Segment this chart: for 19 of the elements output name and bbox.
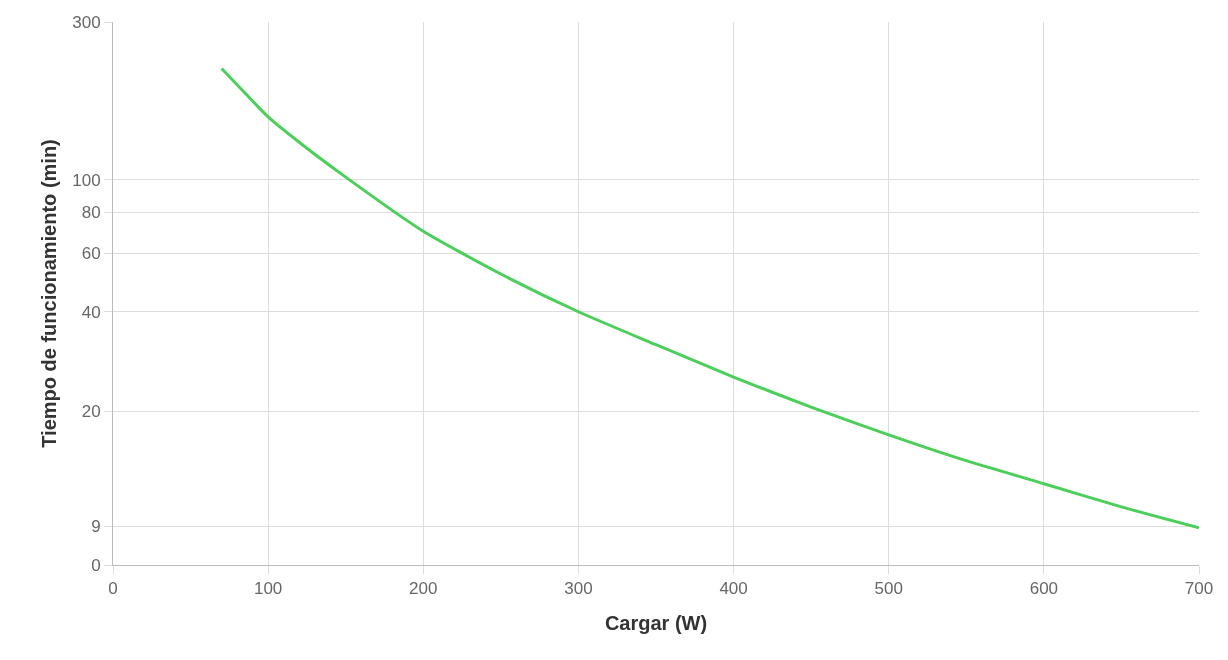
line-series (220, 67, 1199, 530)
y-tick-label: 20 (81, 402, 101, 422)
x-tick-label: 600 (1029, 579, 1059, 599)
y-tick-label: 9 (91, 517, 101, 537)
y-axis-title: Tiempo de funcionamiento (min) (37, 139, 60, 448)
y-tick-label: 40 (81, 302, 101, 322)
x-tick-label: 300 (564, 579, 593, 599)
x-axis-title: Cargar (W) (604, 611, 708, 634)
x-tick-label: 200 (409, 579, 438, 599)
x-tick-label: 400 (719, 579, 748, 599)
x-tick-label: 500 (874, 579, 903, 599)
y-tick-label: 60 (81, 244, 101, 264)
y-tick-label: 300 (72, 12, 101, 32)
y-tick-label: 80 (81, 203, 101, 223)
x-tick-label: 0 (108, 579, 118, 599)
x-tick-label: 700 (1184, 579, 1214, 599)
y-tick-label: 0 (91, 555, 101, 575)
x-tick-label: 100 (253, 579, 283, 599)
y-tick-label: 100 (72, 170, 101, 190)
